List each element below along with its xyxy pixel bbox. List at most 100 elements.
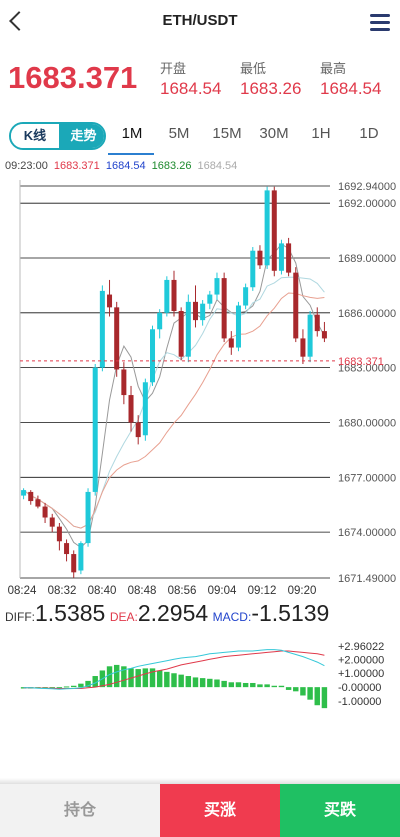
candle-body xyxy=(293,272,299,339)
y-tick-label: 1692.00000 xyxy=(338,198,396,210)
macd-value: -1.5139 xyxy=(251,600,330,626)
candle-body xyxy=(314,314,320,332)
candle-body xyxy=(171,279,177,312)
macd-bar xyxy=(271,685,278,688)
macd-bar xyxy=(307,687,313,700)
macd-bar xyxy=(235,682,242,688)
x-tick-label: 09:12 xyxy=(248,585,277,597)
macd-bar xyxy=(78,683,84,688)
macd-bar xyxy=(164,671,170,688)
candle-body xyxy=(78,543,84,571)
macd-bar xyxy=(142,668,149,688)
macd-y-tick-label: -1.00000 xyxy=(338,696,381,708)
candle-body xyxy=(228,338,234,348)
legend-value-1: 1683.371 xyxy=(53,160,100,172)
header: ETH/USDT xyxy=(0,0,400,46)
ma-line xyxy=(23,292,325,529)
macd-y-tick-label: +2.96022 xyxy=(338,641,384,653)
candle-body xyxy=(235,305,241,348)
action-bar: 持仓 买涨 买跌 xyxy=(0,778,400,837)
macd-bar xyxy=(121,666,127,688)
macd-bar xyxy=(63,686,70,688)
tab-kline[interactable]: K线 xyxy=(11,124,59,148)
buy-down-button[interactable]: 买跌 xyxy=(280,784,400,837)
candle-body xyxy=(257,250,263,266)
last-price: 1683.371 xyxy=(8,60,138,95)
low-stat: 最低 1683.26 xyxy=(240,58,301,99)
y-tick-label: 1692.94000 xyxy=(338,181,396,193)
macd-y-tick-label: -0.00000 xyxy=(338,682,381,694)
diff-label: DIFF: xyxy=(5,610,35,624)
tab-period-1h[interactable]: 1H xyxy=(311,125,331,142)
tab-period-30m[interactable]: 30M xyxy=(259,125,289,142)
candle-body xyxy=(271,190,277,271)
candle-body xyxy=(49,517,55,527)
current-price-label: 1683.371 xyxy=(338,356,384,368)
tab-period-1m[interactable]: 1M xyxy=(121,125,143,142)
macd-bar xyxy=(185,676,192,688)
macd-bar xyxy=(264,684,270,688)
candle-body xyxy=(221,278,227,339)
candle-body xyxy=(114,307,120,370)
low-value: 1683.26 xyxy=(240,79,302,98)
diff-value: 1.5385 xyxy=(35,600,106,626)
legend-time: 09:23:00 xyxy=(5,160,48,172)
menu-icon[interactable] xyxy=(370,14,390,32)
candle-body xyxy=(264,190,270,266)
macd-bar xyxy=(178,674,184,688)
tab-trend[interactable]: 走势 xyxy=(59,124,104,148)
candle-body xyxy=(278,243,284,271)
buy-up-button[interactable]: 买涨 xyxy=(160,784,280,837)
x-tick-label: 08:40 xyxy=(88,585,117,597)
y-tick-label: 1680.00000 xyxy=(338,417,396,429)
macd-bar xyxy=(300,687,306,696)
tab-period-1d[interactable]: 1D xyxy=(359,125,379,142)
legend-value-2: 1684.54 xyxy=(105,160,146,172)
tab-period-15m[interactable]: 15M xyxy=(212,125,242,142)
macd-bar xyxy=(199,678,206,688)
candle-body xyxy=(250,250,256,288)
candle-body xyxy=(135,422,141,438)
y-tick-label: 1686.00000 xyxy=(338,308,396,320)
page-title: ETH/USDT xyxy=(162,12,238,29)
y-tick-label: 1689.00000 xyxy=(338,253,396,265)
macd-bar xyxy=(250,682,256,688)
candle-body xyxy=(107,294,113,308)
macd-bar xyxy=(106,666,113,688)
candle-body xyxy=(35,499,41,507)
candle-body xyxy=(150,329,156,383)
x-tick-label: 09:20 xyxy=(288,585,317,597)
positions-button[interactable]: 持仓 xyxy=(0,784,160,837)
macd-bar xyxy=(156,670,163,688)
tab-period-5m[interactable]: 5M xyxy=(168,125,190,142)
macd-bar xyxy=(92,676,98,688)
x-tick-label: 08:48 xyxy=(128,585,157,597)
candle-body xyxy=(300,338,306,357)
x-tick-label: 08:32 xyxy=(48,585,77,597)
macd-bar xyxy=(214,679,220,688)
candle-body xyxy=(214,278,220,295)
macd-legend: DIFF:1.5385 DEA:2.2954 MACD:-1.5139 xyxy=(5,600,329,627)
open-value: 1684.54 xyxy=(160,79,222,98)
x-tick-label: 09:04 xyxy=(208,585,237,597)
macd-bar xyxy=(221,680,227,688)
macd-chart[interactable]: +2.96022+2.00000 +1.00000 -0.00000 -1.00000 xyxy=(0,632,400,722)
macd-bar xyxy=(314,687,320,706)
macd-y-tick-label: +1.00000 xyxy=(338,668,384,680)
macd-bar xyxy=(70,685,77,688)
candle-body xyxy=(128,395,134,423)
low-label: 最低 xyxy=(240,61,267,76)
y-tick-label: 1674.00000 xyxy=(338,527,396,539)
macd-bar xyxy=(20,687,27,689)
y-tick-label: 1683.00000 xyxy=(338,363,396,375)
candle-body xyxy=(92,367,98,492)
candle-body xyxy=(178,311,184,357)
candle-body xyxy=(71,554,77,573)
active-period-underline xyxy=(108,153,154,155)
macd-bar xyxy=(228,682,235,688)
candle-body xyxy=(142,382,148,436)
candlestick-chart[interactable]: 1692.94000 1692.00000 1689.00000 1686.00000… xyxy=(0,172,400,597)
macd-bar xyxy=(207,678,213,688)
chart-mode-toggle: K线 走势 xyxy=(9,122,106,150)
high-value: 1684.54 xyxy=(320,79,382,98)
